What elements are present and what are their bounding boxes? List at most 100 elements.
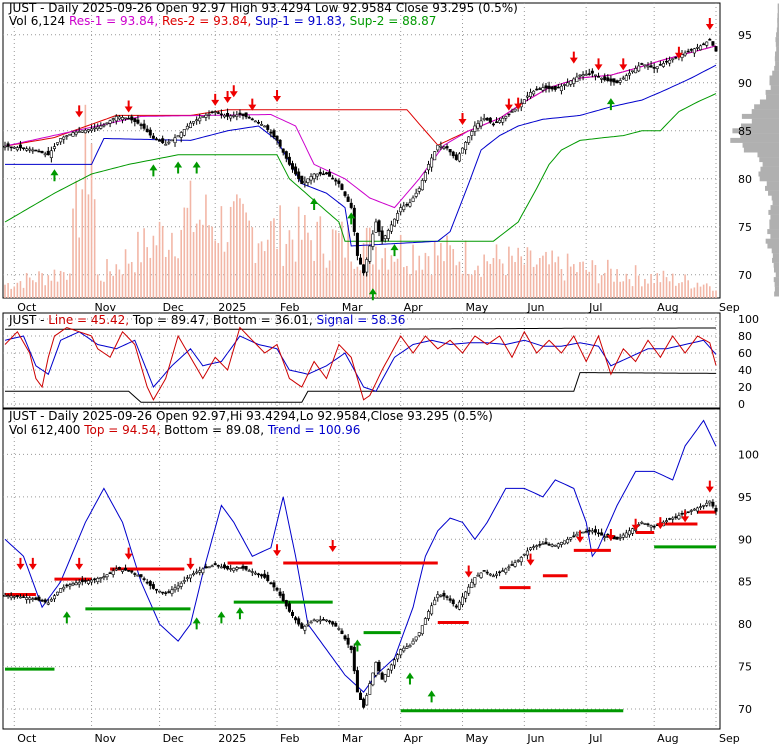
candle-body (294, 617, 298, 621)
candle-body (65, 135, 69, 137)
volume-bar (613, 281, 615, 298)
sell-arrow (75, 557, 84, 570)
candle-body (714, 507, 718, 512)
candle-body (559, 541, 563, 545)
volume-bar (263, 251, 266, 298)
candle-body (241, 565, 245, 569)
candle-body (99, 577, 103, 579)
sell-arrow (229, 85, 238, 98)
profile-bar (775, 41, 779, 47)
volume-bar (628, 279, 631, 298)
volume-bar (687, 280, 689, 298)
x-tick-label: Oct (17, 732, 37, 745)
candle-body (275, 135, 279, 141)
candle-body (318, 171, 322, 175)
volume-bar (600, 275, 603, 298)
volume-bar (285, 243, 288, 298)
candle-body (649, 525, 653, 528)
candle-body (315, 173, 319, 177)
candle-body (321, 173, 325, 176)
candle-body (365, 695, 369, 706)
candle-body (62, 586, 66, 590)
candle-body (615, 536, 619, 540)
candle-body (297, 618, 301, 625)
trend-lines (4, 419, 717, 713)
profile-bar (774, 286, 779, 292)
candle-body (102, 124, 106, 127)
candle-body (161, 591, 165, 594)
candle-body (556, 543, 560, 548)
candle-body (671, 517, 675, 520)
volume-bar (588, 271, 591, 298)
candle-body (430, 605, 434, 615)
candle-body (423, 172, 427, 181)
candle-body (99, 125, 103, 129)
candle-body (204, 566, 208, 569)
candle-body (164, 143, 168, 146)
candle-body (439, 145, 443, 148)
buy-arrow (347, 212, 356, 225)
profile-bar (757, 152, 779, 158)
candle-body (154, 138, 158, 141)
candle-body (59, 588, 63, 593)
profile-bar (732, 128, 779, 134)
candle-body (711, 501, 715, 507)
volume-bar (455, 265, 458, 298)
candle-body (405, 646, 409, 649)
candle-body (553, 544, 557, 547)
candle-body (374, 662, 378, 676)
x-tick-label: 2025 (218, 732, 246, 745)
candle-body (334, 179, 338, 182)
stochastic-panel: 0 20 40 60 80 100 JUST - Line = 45.42, Top = … (2, 312, 759, 411)
volume-bar (313, 260, 315, 298)
candle-body (380, 230, 384, 242)
candle-body (31, 149, 35, 152)
header-part-4: Signal = 58.36 (317, 313, 406, 327)
volume-bar (47, 275, 50, 298)
candle-body (479, 572, 483, 578)
volume-bar (693, 287, 696, 298)
volume-bar (427, 256, 430, 298)
sell-arrow (575, 530, 584, 543)
candle-body (661, 63, 665, 67)
candle-body (105, 574, 109, 578)
candle-body (93, 578, 97, 581)
volume-bar (705, 283, 708, 298)
volume-bar (300, 239, 303, 298)
volume-bar (668, 281, 671, 298)
candle-body (198, 570, 202, 573)
candle-body (358, 692, 362, 700)
candle-body (117, 116, 121, 120)
volume-bar (684, 274, 686, 298)
candle-body (37, 596, 41, 601)
candle-body (86, 129, 90, 132)
volume-bar (115, 264, 118, 298)
candle-body (145, 128, 149, 133)
candle-body (547, 85, 551, 89)
candle-body (495, 121, 499, 124)
volume-bar (325, 267, 328, 298)
candle-body (133, 118, 137, 122)
candle-body (464, 142, 468, 151)
candle-body (324, 172, 328, 175)
x-tick-label: Oct (17, 301, 37, 314)
candle-body (195, 571, 199, 574)
candle-body (658, 64, 662, 66)
x-tick-label: Jun (526, 732, 544, 745)
volume-bar (344, 257, 346, 298)
candle-body (414, 636, 418, 641)
candle-body (210, 111, 214, 114)
price-x-ticks: Oct Nov Dec 2025 Feb Mar Apr May Jun Jul Aug Sep (17, 301, 739, 314)
y-tick-label: 0 (738, 398, 745, 411)
volume-bar (415, 270, 417, 298)
candle-body (411, 197, 415, 202)
volume-bar (647, 283, 649, 298)
x-tick-label: Dec (163, 732, 184, 745)
candle-body (529, 92, 533, 97)
y-tick-label: 60 (738, 347, 752, 360)
profile-bar (776, 46, 779, 52)
buy-arrow (62, 611, 71, 624)
profile-bar (777, 3, 779, 9)
sell-arrow (223, 90, 232, 103)
candle-body (559, 85, 563, 91)
